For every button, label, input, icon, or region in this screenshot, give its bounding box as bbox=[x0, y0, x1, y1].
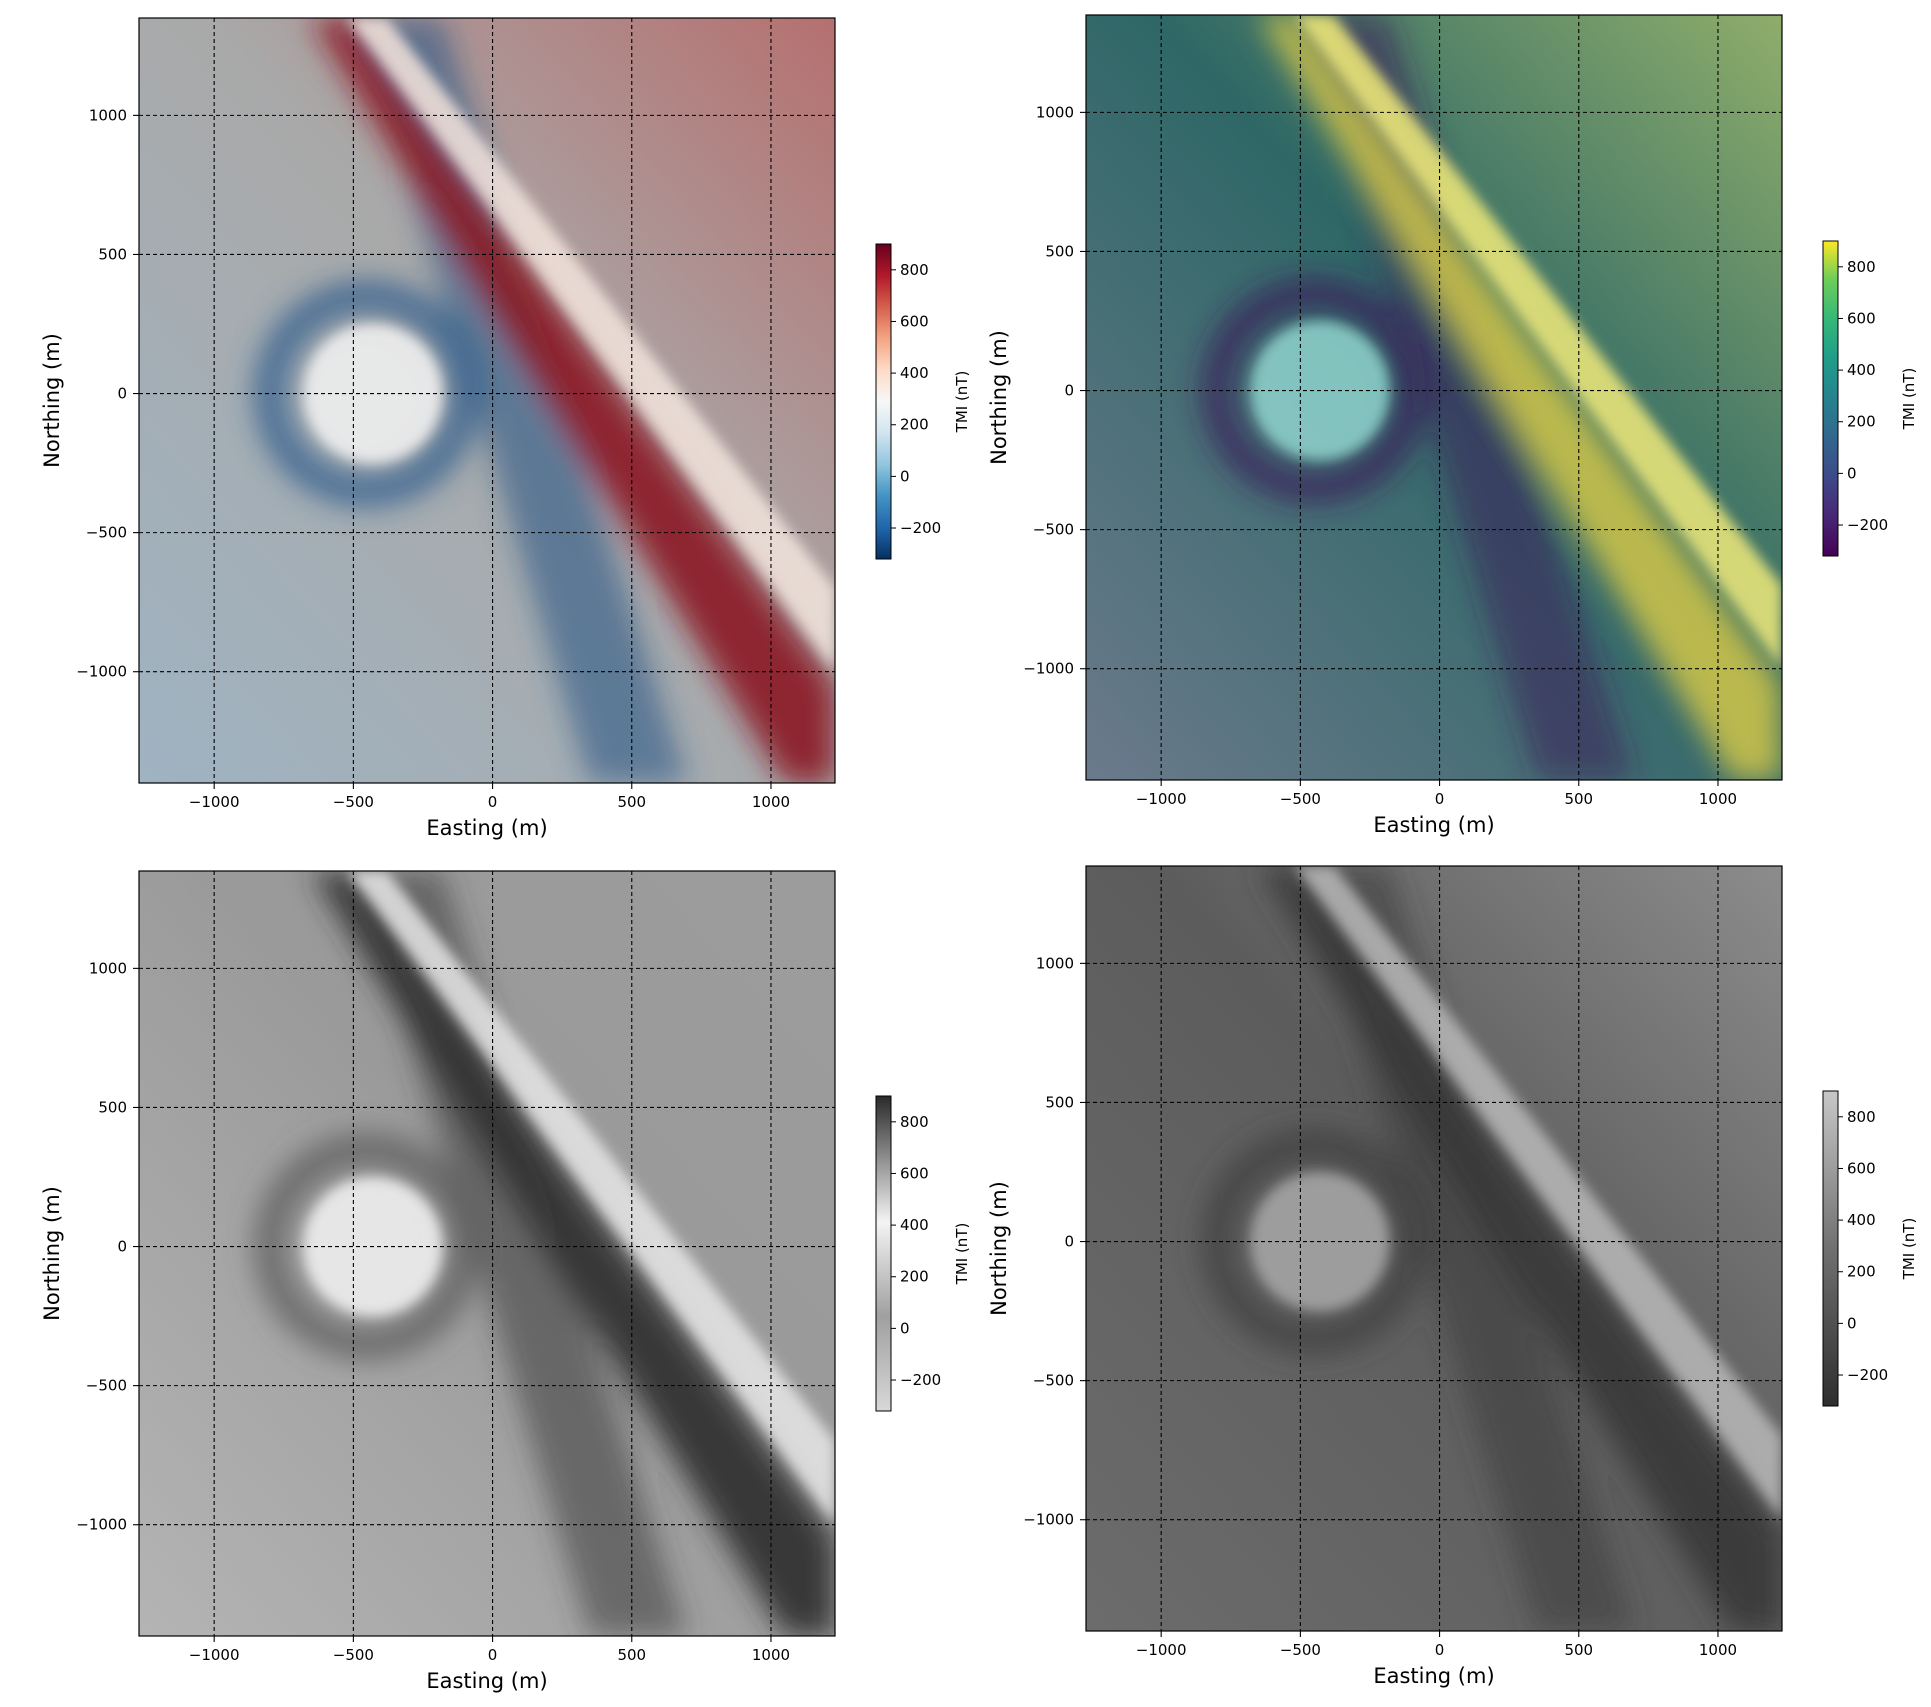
colorbar-tick-label: 400 bbox=[900, 364, 929, 382]
colorbar-tick-label: 800 bbox=[1847, 1108, 1876, 1126]
colorbar: −200 0 200 400 600 800 TMI (nT) bbox=[1822, 1090, 1918, 1407]
x-tick-label: 500 bbox=[617, 1646, 646, 1664]
colorbar-tick-label: 600 bbox=[900, 1164, 929, 1182]
colorbar-tick-label: −200 bbox=[900, 519, 941, 537]
y-axis-label: Northing (m) bbox=[40, 333, 64, 468]
colorbar-tick-label: 0 bbox=[900, 1319, 910, 1337]
y-tick-label: −500 bbox=[86, 1377, 127, 1395]
x-tick-label: 0 bbox=[488, 1646, 498, 1664]
y-tick-label: −500 bbox=[1033, 1372, 1074, 1390]
colorbar-tick-label: 200 bbox=[1847, 413, 1876, 431]
x-axis-label: Easting (m) bbox=[1373, 813, 1494, 837]
colorbar-tick-label: 600 bbox=[1847, 1159, 1876, 1177]
x-tick-label: 0 bbox=[1435, 790, 1445, 808]
y-tick-label: 500 bbox=[1045, 1093, 1074, 1111]
colorbar: −200 0 200 400 600 800 TMI (nT) bbox=[875, 243, 971, 560]
x-tick-label: 1000 bbox=[752, 1646, 790, 1664]
colorbar-tick-label: −200 bbox=[1847, 1366, 1888, 1384]
y-tick-label: −500 bbox=[86, 524, 127, 542]
colorbar-tick-label: 0 bbox=[900, 467, 910, 485]
plot-frame bbox=[1085, 865, 1783, 1632]
y-tick-label: 1000 bbox=[1036, 954, 1074, 972]
panel-2-viridis: −1000 −500 0 500 1000 −1000 −500 0 500 1000 Eastin… bbox=[987, 14, 1918, 837]
x-axis-label: Easting (m) bbox=[426, 1669, 547, 1693]
colorbar-tick-label: 800 bbox=[900, 1113, 929, 1131]
panel-3-gray_r: −1000 −500 0 500 1000 −1000 −500 0 500 1000 Eastin… bbox=[40, 870, 971, 1693]
x-tick-label: 0 bbox=[1435, 1641, 1445, 1659]
x-tick-label: 1000 bbox=[1699, 1641, 1737, 1659]
colorbar: −200 0 200 400 600 800 TMI (nT) bbox=[1822, 240, 1918, 557]
y-axis-label: Northing (m) bbox=[987, 1181, 1011, 1316]
y-tick-label: 0 bbox=[117, 385, 127, 403]
colorbar-label: TMI (nT) bbox=[1900, 1218, 1918, 1281]
y-tick-label: 1000 bbox=[89, 959, 127, 977]
gridlines bbox=[139, 18, 835, 783]
y-tick-label: 0 bbox=[1064, 1233, 1074, 1251]
heatmap-image bbox=[1086, 866, 1782, 1631]
colorbar: −200 0 200 400 600 800 TMI (nT) bbox=[875, 1095, 971, 1412]
y-tick-label: 500 bbox=[1045, 242, 1074, 260]
y-tick-label: −1000 bbox=[76, 1516, 127, 1534]
gridlines bbox=[139, 871, 835, 1636]
colorbar-tick-label: 0 bbox=[1847, 464, 1857, 482]
x-tick-label: 500 bbox=[617, 793, 646, 811]
x-tick-label: −1000 bbox=[189, 1646, 240, 1664]
y-tick-label: −500 bbox=[1033, 521, 1074, 539]
x-tick-label: −1000 bbox=[189, 793, 240, 811]
plot-frame bbox=[138, 17, 836, 784]
x-axis-label: Easting (m) bbox=[1373, 1664, 1494, 1688]
colorbar-tick-label: 800 bbox=[900, 261, 929, 279]
y-tick-label: −1000 bbox=[1023, 1511, 1074, 1529]
y-tick-label: 0 bbox=[1064, 382, 1074, 400]
y-tick-label: 0 bbox=[117, 1238, 127, 1256]
colorbar-tick-label: 400 bbox=[1847, 361, 1876, 379]
heatmap-image bbox=[1086, 15, 1782, 780]
heatmap-image bbox=[139, 871, 835, 1636]
colorbar-tick-label: 600 bbox=[900, 312, 929, 330]
x-tick-label: −500 bbox=[1280, 1641, 1321, 1659]
colorbar-tick-label: 200 bbox=[900, 1268, 929, 1286]
y-axis-label: Northing (m) bbox=[987, 330, 1011, 465]
x-tick-label: −500 bbox=[1280, 790, 1321, 808]
colorbar-tick-label: 400 bbox=[900, 1216, 929, 1234]
x-axis-label: Easting (m) bbox=[426, 816, 547, 840]
y-tick-label: −1000 bbox=[76, 663, 127, 681]
panel-4-gray: −1000 −500 0 500 1000 −1000 −500 0 500 1000 Eastin… bbox=[987, 865, 1918, 1688]
plot-frame bbox=[1085, 14, 1783, 781]
colorbar-tick-label: −200 bbox=[900, 1371, 941, 1389]
y-tick-label: 1000 bbox=[89, 106, 127, 124]
x-tick-label: 0 bbox=[488, 793, 498, 811]
panel-1-RdBu_r: −1000 −500 0 500 1000 −1000 −500 0 500 1000 Eastin… bbox=[40, 17, 971, 840]
x-tick-label: 1000 bbox=[1699, 790, 1737, 808]
plot-frame bbox=[138, 870, 836, 1637]
x-tick-label: 500 bbox=[1564, 790, 1593, 808]
y-tick-label: 500 bbox=[98, 245, 127, 263]
x-tick-label: −1000 bbox=[1136, 790, 1187, 808]
heatmap-image bbox=[139, 18, 835, 783]
colorbar-label: TMI (nT) bbox=[953, 1223, 971, 1286]
colorbar-label: TMI (nT) bbox=[953, 371, 971, 434]
colorbar-tick-label: 600 bbox=[1847, 309, 1876, 327]
colorbar-tick-label: 400 bbox=[1847, 1211, 1876, 1229]
gridlines bbox=[1086, 15, 1782, 780]
colorbar-tick-label: 800 bbox=[1847, 258, 1876, 276]
y-tick-label: −1000 bbox=[1023, 660, 1074, 678]
colorbar-tick-label: 200 bbox=[900, 416, 929, 434]
colorbar-label: TMI (nT) bbox=[1900, 368, 1918, 431]
x-tick-label: 500 bbox=[1564, 1641, 1593, 1659]
x-tick-label: 1000 bbox=[752, 793, 790, 811]
x-tick-label: −500 bbox=[333, 793, 374, 811]
colorbar-tick-label: 0 bbox=[1847, 1314, 1857, 1332]
y-axis-label: Northing (m) bbox=[40, 1186, 64, 1321]
colorbar-tick-label: 200 bbox=[1847, 1263, 1876, 1281]
y-tick-label: 500 bbox=[98, 1098, 127, 1116]
x-tick-label: −500 bbox=[333, 1646, 374, 1664]
gridlines bbox=[1086, 866, 1782, 1631]
y-tick-label: 1000 bbox=[1036, 103, 1074, 121]
x-tick-label: −1000 bbox=[1136, 1641, 1187, 1659]
colorbar-tick-label: −200 bbox=[1847, 516, 1888, 534]
